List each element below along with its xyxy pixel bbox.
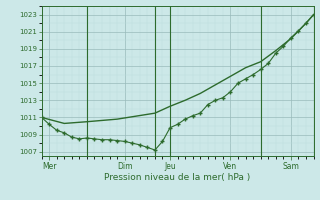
X-axis label: Pression niveau de la mer( hPa ): Pression niveau de la mer( hPa ) xyxy=(104,173,251,182)
